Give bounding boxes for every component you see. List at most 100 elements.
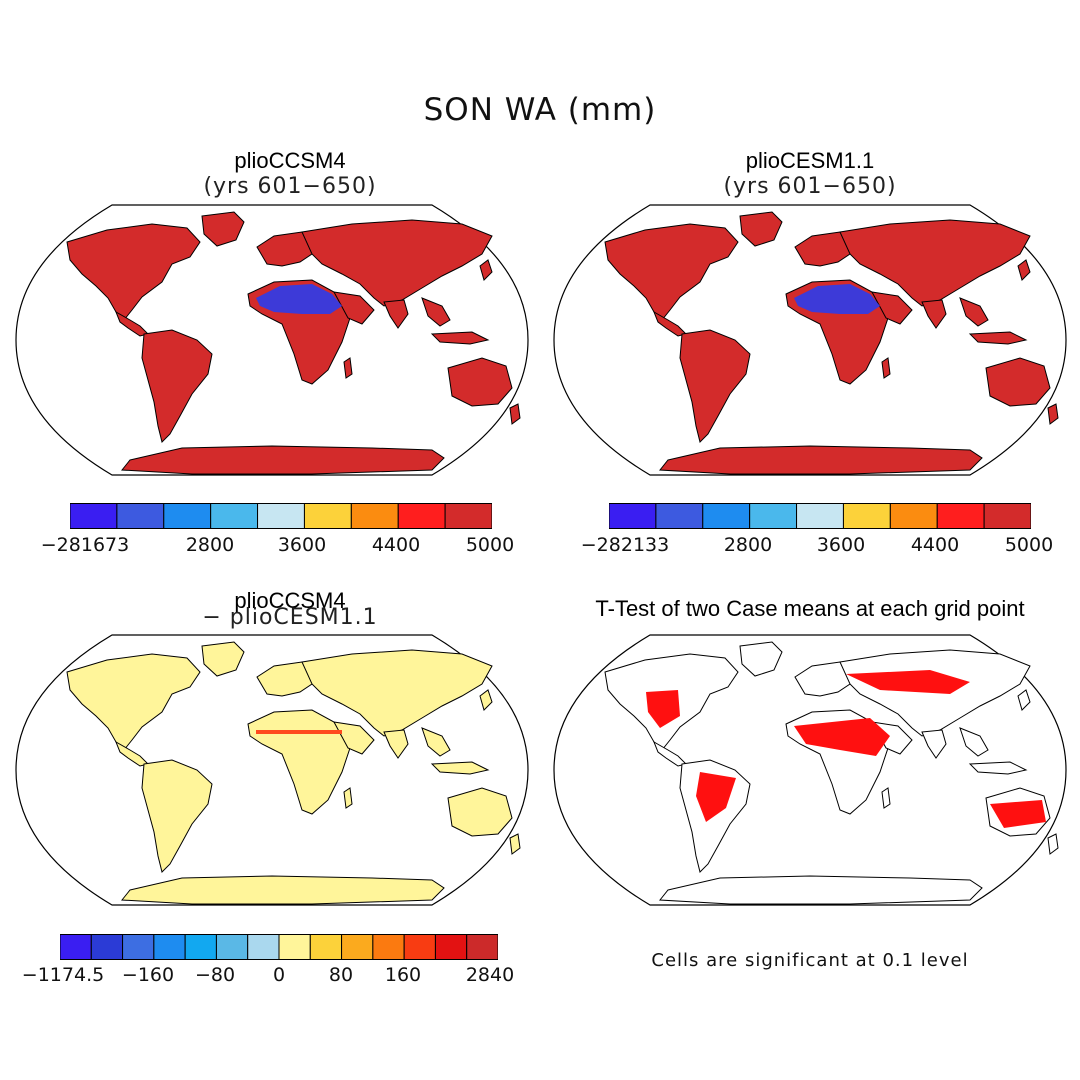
cb2-label-1: 2800 xyxy=(723,534,773,556)
panel3-colorbar-swatch-12 xyxy=(434,934,468,960)
cb2-label-3: 4400 xyxy=(910,534,960,556)
panel1-map-new-zealand xyxy=(509,403,521,425)
panel1-colorbar-swatch-3 xyxy=(210,503,259,529)
panel1-map-dry-region xyxy=(256,284,342,314)
panel1-map-india xyxy=(383,299,409,329)
panel3-map-indonesia xyxy=(430,761,490,775)
panel2-map-new-zealand xyxy=(1047,403,1059,425)
panel2-map-australia xyxy=(985,357,1051,407)
panel2-colorbar xyxy=(609,503,1031,529)
panel3-map-north-america xyxy=(66,653,201,751)
panel4-map-india xyxy=(921,729,947,759)
panel3-map xyxy=(15,634,529,906)
cb2-label-4: 5000 xyxy=(1004,534,1054,556)
panel1-map-greenland xyxy=(201,211,245,247)
panel4-map-dry-region xyxy=(794,718,890,756)
panel3-colorbar xyxy=(60,934,498,960)
panel2-map-madagascar xyxy=(881,357,891,379)
panel1-colorbar-swatch-6 xyxy=(350,503,399,529)
panel3-colorbar-swatch-5 xyxy=(215,934,249,960)
panel1-map-antarctica xyxy=(121,445,445,475)
panel4-map-antarctica xyxy=(659,875,983,905)
cb1-label-2: 3600 xyxy=(277,534,327,556)
panel4-continents xyxy=(553,634,1067,906)
panel3-colorbar-swatch-10 xyxy=(372,934,405,960)
panel1-map-north-america xyxy=(66,223,201,321)
panel1-colorbar-swatch-1 xyxy=(116,503,165,529)
cb3-label-6: 2840 xyxy=(465,964,515,986)
panel3-map-asia xyxy=(301,649,493,737)
panel2-map-southeast-asia xyxy=(959,297,989,327)
panel3-map-greenland xyxy=(201,641,245,677)
panel2-map-arabia xyxy=(871,291,913,325)
panel3-map-india xyxy=(383,729,409,759)
panel2-map-greenland xyxy=(739,211,783,247)
panel2-map-indonesia xyxy=(968,331,1028,345)
cb3-label-4: 80 xyxy=(328,964,354,986)
panel4-map-dry-region xyxy=(646,690,680,728)
panel1-map-indonesia xyxy=(430,331,490,345)
cb1-label-4: 5000 xyxy=(465,534,515,556)
panel2-subtitle: (yrs 601−650) xyxy=(723,174,897,199)
panel3-title: plioCCSM4 xyxy=(234,588,346,613)
significance-note: Cells are significant at 0.1 level xyxy=(651,950,969,971)
panel2-map-south-america xyxy=(679,329,751,443)
panel2-colorbar-swatch-4 xyxy=(796,503,844,529)
panel3-colorbar-swatch-6 xyxy=(247,934,280,960)
panel1-map-madagascar xyxy=(343,357,353,379)
cb1-label-3: 4400 xyxy=(371,534,421,556)
panel1-colorbar-swatch-5 xyxy=(303,503,352,529)
panel1-map-australia xyxy=(447,357,513,407)
panel3-map-dry-region xyxy=(256,730,342,734)
panel1-continents xyxy=(15,204,529,476)
panel1-colorbar-swatch-0 xyxy=(70,503,118,529)
panel2-colorbar-swatch-8 xyxy=(983,503,1031,529)
panel1-colorbar-swatch-4 xyxy=(257,503,305,529)
panel2-colorbar-swatch-5 xyxy=(842,503,891,529)
panel2-title: plioCESM1.1 xyxy=(745,148,875,173)
panel4-map xyxy=(553,634,1067,906)
panel4-map-indonesia xyxy=(968,761,1028,775)
panel2-map-antarctica xyxy=(659,445,983,475)
panel3-colorbar-swatch-0 xyxy=(60,934,92,960)
panel3-colorbar-swatch-13 xyxy=(466,934,498,960)
panel2-map-asia xyxy=(839,219,1031,307)
panel3-continents xyxy=(15,634,529,906)
panel2-colorbar-swatch-7 xyxy=(936,503,985,529)
panel3-colorbar-swatch-1 xyxy=(90,934,124,960)
panel3-subtitle: − plioCESM1.1 xyxy=(202,605,378,630)
cb1-label-0: −281673 xyxy=(40,534,130,556)
panel2-colorbar-swatch-3 xyxy=(749,503,798,529)
panel1-colorbar-swatch-2 xyxy=(163,503,212,529)
panel3-colorbar-swatch-8 xyxy=(309,934,343,960)
figure-title: SON WA (mm) xyxy=(423,92,657,128)
cb1-label-1: 2800 xyxy=(185,534,235,556)
panel3-map-madagascar xyxy=(343,787,353,809)
panel4-map-southeast-asia xyxy=(959,727,989,757)
panel1-map-asia xyxy=(301,219,493,307)
panel2-map xyxy=(553,204,1067,476)
cb3-label-5: 160 xyxy=(384,964,422,986)
panel3-map-australia xyxy=(447,787,513,837)
panel2-colorbar-swatch-6 xyxy=(889,503,938,529)
panel4-map-dry-region xyxy=(846,670,970,694)
panel3-map-new-zealand xyxy=(509,833,521,855)
panel2-colorbar-swatch-2 xyxy=(702,503,751,529)
panel3-map-arabia xyxy=(333,721,375,755)
panel2-colorbar-swatch-1 xyxy=(655,503,704,529)
panel3-colorbar-swatch-11 xyxy=(403,934,436,960)
panel3-colorbar-swatch-4 xyxy=(184,934,217,960)
panel3-map-africa xyxy=(247,709,353,815)
panel4-title: T-Test of two Case means at each grid po… xyxy=(595,596,1025,621)
panel1-map-japan xyxy=(479,259,493,281)
cb3-label-0: −1174.5 xyxy=(21,964,105,986)
panel3-map-japan xyxy=(479,689,493,711)
panel1-title: plioCCSM4 xyxy=(234,148,346,173)
panel2-colorbar-swatch-0 xyxy=(609,503,657,529)
cb3-label-3: 0 xyxy=(272,964,286,986)
panel1-map-south-america xyxy=(141,329,213,443)
panel3-map-antarctica xyxy=(121,875,445,905)
panel2-map-north-america xyxy=(604,223,739,321)
panel4-map-japan xyxy=(1017,689,1031,711)
panel1-map-arabia xyxy=(333,291,375,325)
